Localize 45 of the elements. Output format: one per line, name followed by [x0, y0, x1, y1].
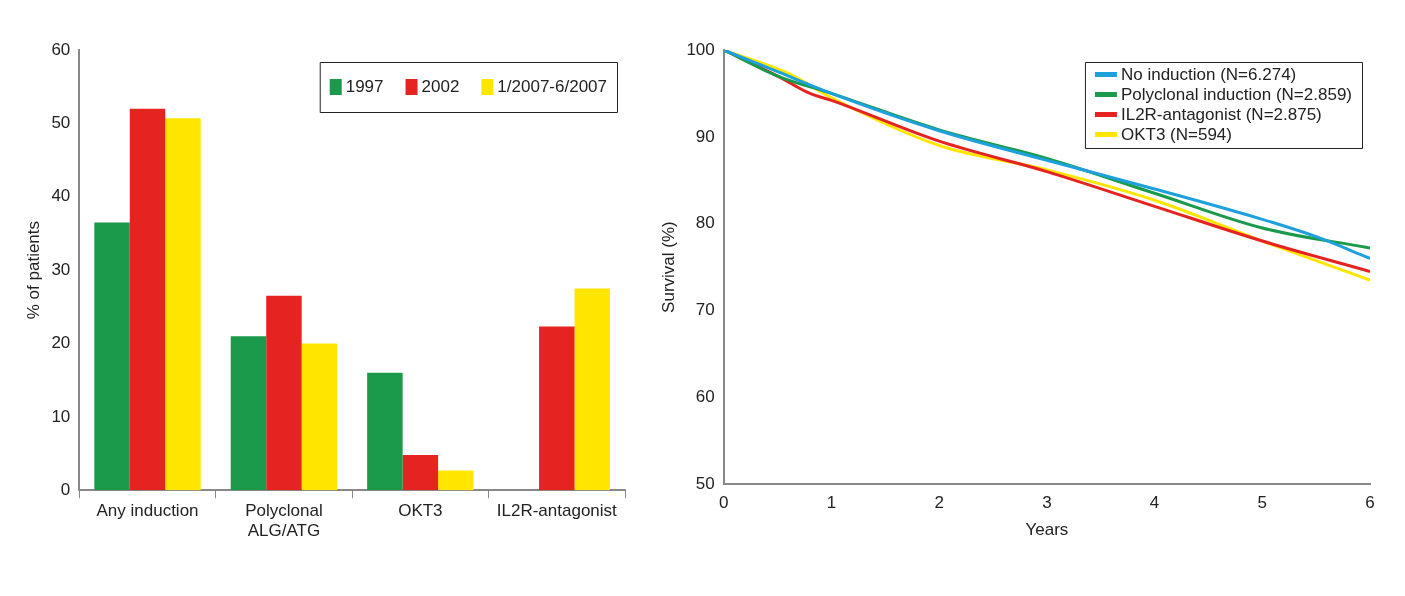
legend-label: 1997: [345, 76, 384, 96]
y-tick-label: 50: [695, 473, 715, 493]
y-tick-label: 60: [51, 39, 71, 59]
y-tick-label: 0: [60, 479, 71, 499]
bar: [94, 222, 130, 491]
y-axis-title: Survival (%): [658, 221, 678, 313]
bar: [129, 108, 166, 491]
y-tick-label: 50: [51, 113, 71, 133]
y-tick-label: 60: [695, 387, 715, 407]
x-tick-label: 0: [719, 493, 729, 513]
bar: [574, 288, 610, 491]
x-tick-label: Polyclonal ALG/ATG: [245, 501, 323, 541]
y-tick-label: 30: [51, 259, 71, 279]
x-tick-label: 4: [1149, 493, 1160, 513]
x-tick-label: Any induction: [96, 501, 199, 521]
bar: [438, 470, 474, 491]
bar: [266, 295, 302, 491]
bar: [367, 372, 403, 491]
legend-label: Polyclonal induction (N=2.859): [1120, 84, 1353, 104]
y-tick-label: 90: [695, 126, 715, 146]
y-tick-label: 70: [695, 300, 715, 320]
x-axis-title: Years: [1025, 520, 1069, 540]
bar: [539, 326, 575, 491]
x-tick-label: 3: [1042, 493, 1052, 513]
y-tick-label: 100: [686, 39, 715, 59]
x-tick-label: OKT3: [398, 501, 443, 521]
y-tick-label: 80: [695, 213, 715, 233]
x-tick-label: 5: [1257, 493, 1268, 513]
legend-label: IL2R-antagonist (N=2.875): [1120, 104, 1322, 124]
x-tick-label: 6: [1365, 493, 1375, 513]
bar: [230, 336, 267, 491]
y-tick-label: 20: [51, 333, 71, 353]
x-tick-label: 2: [934, 493, 944, 513]
bar: [301, 343, 338, 491]
bar: [165, 118, 201, 491]
legend-label: No induction (N=6.274): [1120, 64, 1297, 84]
legend-label: 2002: [421, 76, 460, 96]
y-tick-label: 10: [51, 406, 71, 426]
legend-label: OKT3 (N=594): [1120, 124, 1232, 144]
x-tick-label: 1: [826, 493, 837, 513]
bar: [402, 454, 439, 491]
x-tick-label: IL2R-antagonist: [496, 501, 618, 521]
y-tick-label: 40: [51, 186, 71, 206]
legend-label: 1/2007-6/2007: [497, 76, 607, 96]
y-axis-title: % of patients: [23, 220, 43, 320]
